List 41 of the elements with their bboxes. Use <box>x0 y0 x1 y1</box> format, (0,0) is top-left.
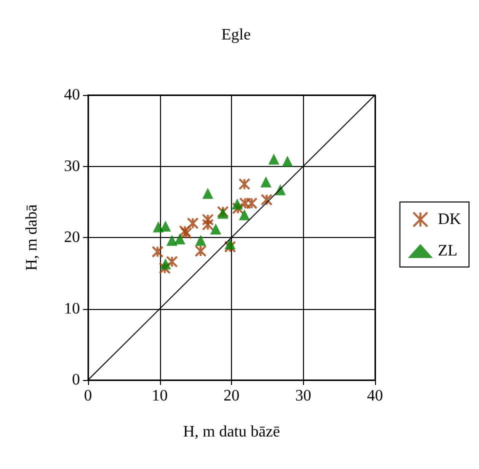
y-tick-label: 10 <box>64 300 80 318</box>
x-tick-label: 0 <box>84 388 92 404</box>
point <box>232 198 243 210</box>
point <box>166 256 178 268</box>
point <box>246 197 258 210</box>
point <box>210 223 222 234</box>
point <box>232 202 244 214</box>
point <box>166 234 178 246</box>
point <box>282 156 293 167</box>
point <box>238 209 250 220</box>
point <box>268 154 280 165</box>
point <box>202 188 214 199</box>
chart-title: Egle <box>221 26 251 44</box>
point <box>194 245 207 258</box>
legend-label: DK <box>438 211 462 228</box>
point <box>202 214 214 226</box>
y-tick-label: 30 <box>64 158 80 175</box>
x-tick-label: 30 <box>295 388 312 404</box>
y-tick-label: 40 <box>64 86 80 104</box>
legend-label: ZL <box>438 242 458 260</box>
y-tick-label: 0 <box>72 372 80 388</box>
point <box>238 178 250 190</box>
y-tick-label: 20 <box>64 229 80 246</box>
point <box>224 240 236 253</box>
point <box>195 234 206 246</box>
y-axis-title: H, m dabā <box>24 204 40 271</box>
x-axis-title: H, m datu bāzē <box>183 424 280 440</box>
point <box>260 194 273 206</box>
x-tick-label: 40 <box>367 388 383 404</box>
point <box>260 176 272 188</box>
point <box>152 246 164 258</box>
point <box>224 238 236 250</box>
point <box>186 217 199 230</box>
point <box>239 197 252 210</box>
point <box>160 258 171 270</box>
x-tick-label: 20 <box>224 388 240 404</box>
point <box>174 233 186 244</box>
point <box>160 220 171 232</box>
x-tick-label: 10 <box>152 388 168 404</box>
point <box>158 262 171 274</box>
point <box>202 218 214 231</box>
